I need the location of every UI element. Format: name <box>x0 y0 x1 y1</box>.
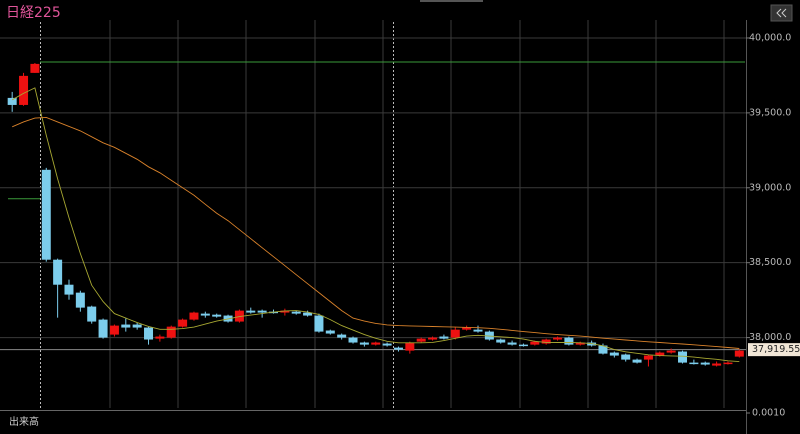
candle-body <box>7 97 17 105</box>
last-price-box <box>748 343 800 357</box>
last-price-label: 37,919.55 <box>752 344 800 355</box>
candle-body <box>132 324 142 328</box>
candle-body <box>382 343 392 346</box>
candle-body <box>678 351 688 363</box>
candle-body <box>314 315 324 332</box>
chart-title: 日経225 <box>6 5 61 21</box>
candle-body <box>666 350 676 353</box>
candle-body <box>473 329 483 332</box>
volume-label: 出来高 <box>9 415 39 428</box>
candle-body <box>689 362 699 365</box>
candle-body <box>257 310 267 313</box>
candle-body <box>518 344 528 347</box>
candle-body <box>64 284 74 295</box>
y-tick-label: 38,000.0 <box>749 332 791 343</box>
candle-body <box>121 324 131 328</box>
candle-body <box>359 342 369 345</box>
moving-average-line <box>11 87 740 363</box>
scroll-handle[interactable] <box>420 0 483 2</box>
candle-body <box>246 310 256 313</box>
candle-body <box>643 355 653 360</box>
candle-body <box>337 334 347 338</box>
candle-body <box>348 337 358 343</box>
candle-body <box>507 342 517 345</box>
candle-body <box>700 362 710 365</box>
candle-body <box>484 331 494 340</box>
candle-body <box>496 339 506 343</box>
candle-body <box>280 310 290 313</box>
button-icon <box>776 8 787 18</box>
candle-body <box>393 347 403 350</box>
candle-body <box>712 363 722 366</box>
candle-body <box>598 345 608 354</box>
candle-body <box>723 362 733 365</box>
candle-body <box>553 337 563 340</box>
candle-body <box>405 342 415 351</box>
candle-body <box>541 339 551 344</box>
candle-body <box>450 329 460 338</box>
collapse-button[interactable] <box>770 4 793 22</box>
candle-body <box>575 342 585 345</box>
candle-body <box>87 306 97 322</box>
candle-body <box>428 337 438 340</box>
candle-body <box>462 327 472 330</box>
y-tick-label: 39,500.0 <box>749 107 791 118</box>
candle-body <box>530 341 540 345</box>
y-tick-label: 40,000.0 <box>749 32 791 43</box>
candle-body <box>609 352 619 356</box>
vertical-grid <box>109 20 725 408</box>
candle-body <box>655 352 665 356</box>
y-tick-label: 39,000.0 <box>749 182 791 193</box>
candle-body <box>439 336 449 339</box>
candle-body <box>155 336 165 339</box>
candle-body <box>144 327 154 340</box>
candle-body <box>75 292 85 308</box>
candle-body <box>234 310 244 322</box>
candle-body <box>166 326 176 338</box>
candle-body <box>98 319 108 338</box>
candle-body <box>621 354 631 360</box>
candle-body <box>416 338 426 342</box>
candle-body <box>564 337 574 345</box>
candle-body <box>200 313 210 316</box>
candle-body <box>371 342 381 345</box>
candle-body <box>178 319 188 327</box>
candle-body <box>189 312 199 320</box>
moving-average-line <box>12 116 740 349</box>
candle-body <box>41 169 51 260</box>
candle-body <box>212 314 222 317</box>
candle-body <box>109 325 119 335</box>
candle-body <box>632 359 642 363</box>
candle-body <box>734 350 744 357</box>
candle-body <box>303 312 313 316</box>
candle-body <box>53 259 63 285</box>
candle-body <box>19 75 29 105</box>
candle-body <box>291 311 301 314</box>
candle-body <box>325 330 335 334</box>
candle-body <box>30 63 40 73</box>
y-tick-label: 38,500.0 <box>749 257 791 268</box>
volume-tick-label: 0.0010 <box>752 408 785 419</box>
